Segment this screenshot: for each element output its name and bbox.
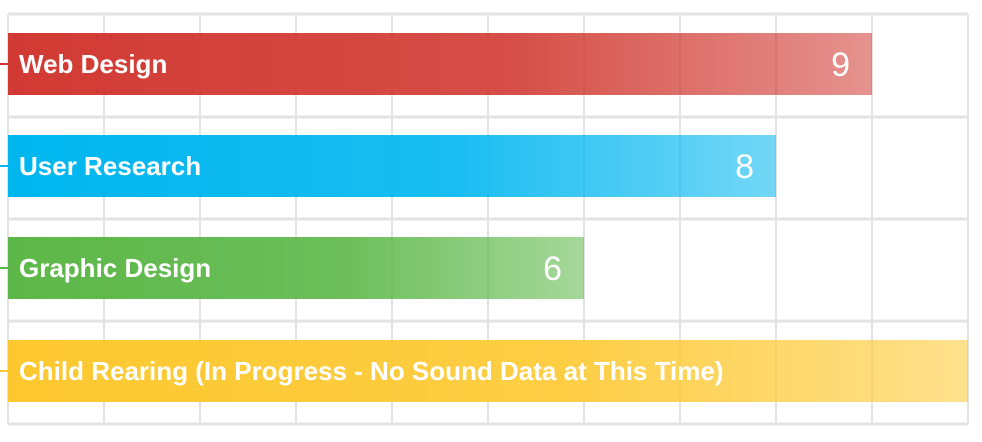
- bar-value-1: 9: [831, 46, 850, 84]
- bar-value-3: 6: [543, 250, 562, 288]
- bar-4: [8, 340, 968, 402]
- bar-2: [8, 135, 776, 197]
- bar-1: [8, 33, 872, 95]
- bar-label-3: Graphic Design: [19, 253, 211, 283]
- bar-3: [8, 237, 584, 299]
- bar-label-4: Child Rearing (In Progress - No Sound Da…: [19, 356, 724, 386]
- chart-bars: Web Design 9 User Research 8 Graphic Design 6…: [0, 33, 968, 402]
- bar-label-1: Web Design: [19, 49, 167, 79]
- bar-value-2: 8: [735, 148, 754, 186]
- bar-label-2: User Research: [19, 151, 201, 181]
